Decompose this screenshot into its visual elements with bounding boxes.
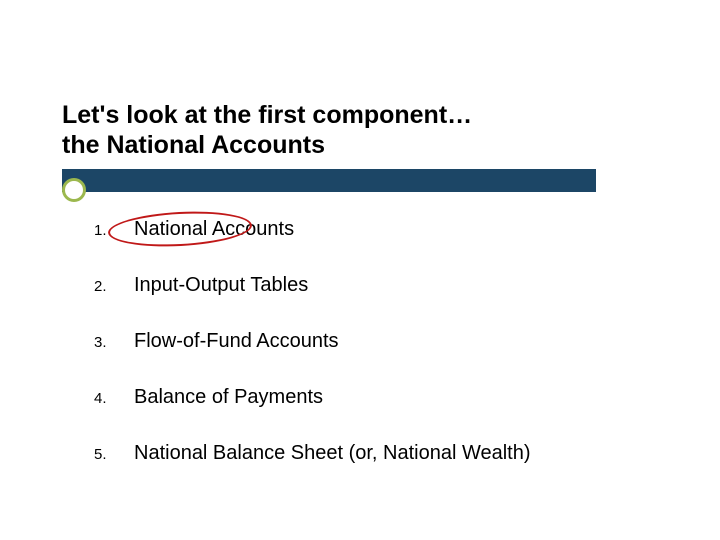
title-line-1: Let's look at the first component… — [62, 100, 642, 130]
list-text: Input-Output Tables — [134, 274, 308, 297]
slide: Let's look at the first component… the N… — [0, 0, 720, 540]
list-text: National Balance Sheet (or, National Wea… — [134, 442, 531, 465]
list-number: 2. — [94, 278, 134, 295]
list-item: 3. Flow-of-Fund Accounts — [94, 330, 531, 353]
title-line-2: the National Accounts — [62, 130, 642, 160]
list-number: 1. — [94, 222, 134, 239]
list-text: Balance of Payments — [134, 386, 323, 409]
list-item: 1. National Accounts — [94, 218, 531, 241]
numbered-list: 1. National Accounts 2. Input-Output Tab… — [94, 218, 531, 465]
list-number: 4. — [94, 390, 134, 407]
list-item: 4. Balance of Payments — [94, 386, 531, 409]
bullet-circle-icon — [62, 178, 86, 202]
list-number: 5. — [94, 446, 134, 463]
title-underline-bar — [62, 169, 596, 192]
list-number: 3. — [94, 334, 134, 351]
list-item: 2. Input-Output Tables — [94, 274, 531, 297]
list-item: 5. National Balance Sheet (or, National … — [94, 442, 531, 465]
slide-title: Let's look at the first component… the N… — [62, 100, 642, 160]
list-text: Flow-of-Fund Accounts — [134, 330, 339, 353]
list-text: National Accounts — [134, 218, 294, 241]
